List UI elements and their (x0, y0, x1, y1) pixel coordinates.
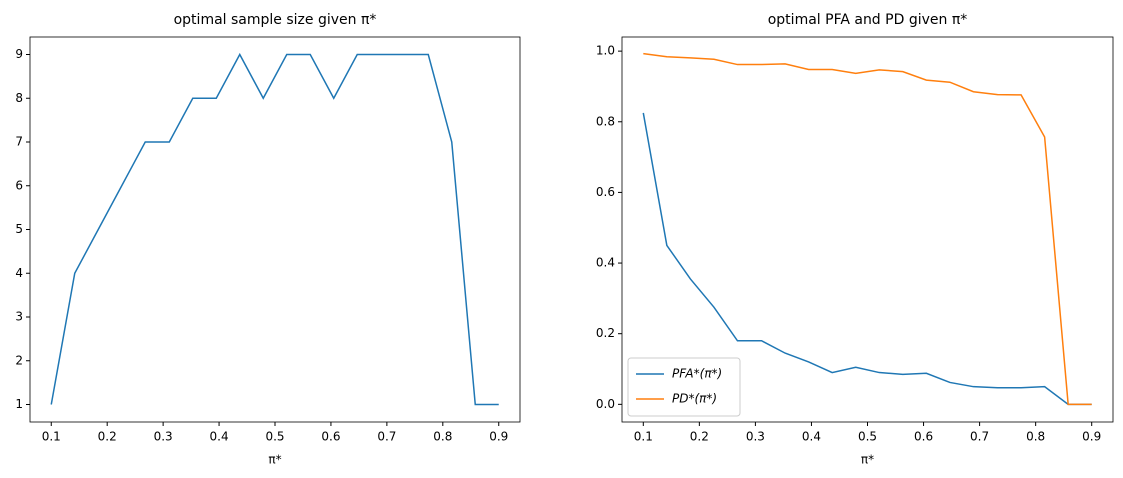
x-tick-label: 0.6 (914, 430, 933, 444)
y-tick-label: 6 (15, 178, 23, 192)
x-tick-label: 0.3 (154, 430, 173, 444)
y-tick-label: 0.4 (596, 256, 615, 270)
x-tick-label: 0.8 (1026, 430, 1045, 444)
y-tick-label: 3 (15, 310, 23, 324)
x-tick-label: 0.4 (210, 430, 229, 444)
x-tick-label: 0.3 (746, 430, 765, 444)
x-tick-label: 0.8 (433, 430, 452, 444)
legend-box (627, 357, 741, 417)
x-tick-label: 0.7 (970, 430, 989, 444)
y-tick-label: 1.0 (596, 44, 615, 58)
y-tick-label: 8 (15, 91, 23, 105)
data-line (643, 52, 1092, 406)
legend-label: PFA*(π*) (672, 367, 722, 381)
x-tick-label: 0.1 (634, 430, 653, 444)
plot-frame (621, 36, 1114, 423)
x-tick-label: 0.1 (42, 430, 61, 444)
y-tick-label: 1 (15, 397, 23, 411)
subplot: optimal PFA and PD given π* 0.1 0.2 0.3 0.4 0… (596, 12, 1114, 467)
y-tick-label: 4 (15, 266, 23, 280)
x-tick-label: 0.6 (321, 430, 340, 444)
y-tick-label: 2 (15, 353, 23, 367)
data-line (50, 52, 499, 406)
y-tick-label: 7 (15, 135, 23, 149)
x-tick-label: 0.5 (265, 430, 284, 444)
x-tick-label: 0.5 (858, 430, 877, 444)
x-tick-label: 0.9 (489, 430, 508, 444)
chart-title: optimal PFA and PD given π* (768, 12, 968, 28)
x-tick-label: 0.2 (98, 430, 117, 444)
y-tick-label: 0.0 (596, 397, 615, 411)
chart-title: optimal sample size given π* (174, 12, 377, 28)
data-line (642, 112, 1092, 406)
x-tick-label: 0.7 (377, 430, 396, 444)
legend-label: PD*(π*) (672, 392, 717, 406)
y-tick-label: 0.2 (596, 326, 615, 340)
plot-frame (29, 36, 521, 423)
x-tick-label: 0.2 (690, 430, 709, 444)
y-tick-label: 5 (15, 222, 23, 236)
subplot: optimal sample size given π* 0.1 0.2 0.3 0.4… (15, 12, 521, 467)
x-tick-label: 0.9 (1082, 430, 1101, 444)
y-tick-label: 9 (15, 47, 23, 61)
y-tick-label: 0.8 (596, 114, 615, 128)
x-tick-label: 0.4 (802, 430, 821, 444)
x-axis-label: π* (268, 453, 281, 467)
y-tick-label: 0.6 (596, 185, 615, 199)
x-axis-label: π* (861, 453, 874, 467)
legend: PFA*(π*) PD*(π*) (627, 357, 741, 417)
